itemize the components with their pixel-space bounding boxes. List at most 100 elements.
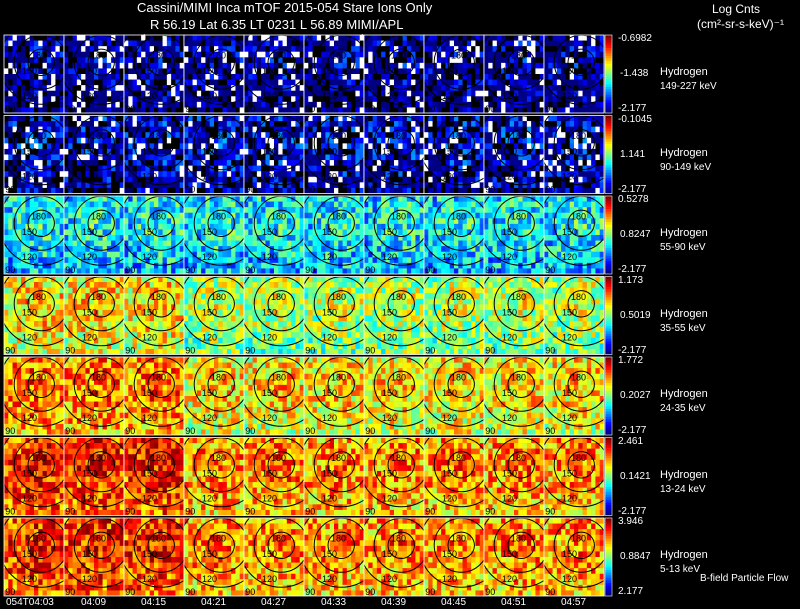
heat-cell [192, 235, 198, 241]
heat-cell [278, 85, 283, 92]
contour-label: 150 [22, 66, 37, 76]
heat-cell [334, 68, 339, 75]
heat-cell [115, 121, 121, 127]
heat-cell [295, 57, 301, 64]
heat-cell [51, 201, 56, 208]
heat-cell [415, 68, 421, 75]
heat-cell [162, 257, 168, 264]
heat-cell [68, 126, 73, 133]
heat-cell [256, 90, 262, 97]
contour-ring [267, 48, 295, 76]
heat-cell [25, 132, 31, 139]
heat-cell [205, 240, 211, 247]
heat-cell [111, 240, 116, 247]
heat-cell [76, 35, 82, 41]
heat-cell [411, 143, 416, 150]
heat-cell [385, 182, 391, 189]
heat-cell [544, 101, 549, 108]
heat-cell [565, 79, 571, 86]
heat-cell [595, 182, 601, 189]
contour-ring [484, 35, 544, 105]
heat-cell [342, 148, 348, 155]
heat-cell [449, 57, 455, 64]
heat-cell [501, 187, 506, 194]
heat-cell [162, 101, 168, 108]
heat-cell [141, 101, 146, 108]
heat-cell [141, 85, 146, 92]
heat-cell [59, 126, 64, 133]
heat-cell [359, 40, 364, 47]
heat-cell [68, 101, 73, 108]
heat-cell [492, 154, 498, 161]
heat-cell [291, 68, 296, 75]
heat-cell [201, 107, 206, 113]
heat-cell [466, 96, 472, 103]
heat-cell [394, 46, 399, 53]
heat-cell [295, 107, 301, 113]
heat-cell [175, 251, 181, 258]
heat-cell [501, 176, 506, 183]
heat-cell [81, 182, 86, 189]
heat-cell [304, 115, 309, 122]
heat-cell [565, 187, 571, 194]
heat-cell [248, 74, 253, 80]
heat-cell [274, 101, 279, 108]
heat-cell [355, 182, 361, 189]
heat-cell [278, 35, 283, 41]
colorbar-step [605, 105, 612, 109]
heat-cell [406, 90, 412, 97]
heat-cell [449, 51, 455, 58]
heat-cell [484, 68, 489, 75]
heat-cell [561, 171, 566, 178]
heat-cell [368, 176, 373, 183]
heat-cell [312, 154, 318, 161]
heat-cell [171, 235, 176, 241]
heat-cell [591, 40, 596, 47]
heat-cell [389, 96, 395, 103]
heat-cell [68, 268, 73, 274]
heat-cell [59, 246, 64, 253]
heat-cell [171, 137, 176, 144]
heat-cell [115, 240, 121, 247]
heat-cell [64, 101, 69, 108]
heat-cell [346, 126, 352, 133]
heat-cell [64, 229, 69, 236]
contour-label: 150 [202, 147, 217, 157]
heat-cell [351, 143, 356, 150]
heat-cell [175, 223, 181, 230]
heat-cell [398, 107, 403, 113]
heat-cell [25, 251, 31, 258]
heat-cell [244, 35, 249, 41]
heat-cell [235, 257, 241, 264]
heat-cell [565, 90, 571, 97]
heat-cell [149, 171, 155, 178]
heat-cell [218, 235, 223, 241]
heat-cell [102, 268, 108, 274]
heat-cell [419, 68, 424, 75]
heat-cell [488, 40, 493, 47]
heat-cell [8, 251, 13, 258]
heat-cell [574, 132, 579, 139]
heat-cell [124, 246, 129, 253]
heat-cell [295, 68, 301, 75]
heat-cell [145, 51, 151, 58]
heat-cell [111, 143, 116, 150]
heat-cell [244, 218, 249, 225]
heat-cell [188, 201, 193, 208]
heat-cell [466, 74, 472, 80]
heat-cell [21, 235, 26, 241]
colorbar-step [605, 128, 612, 132]
heat-cell [595, 46, 601, 53]
heat-cell [192, 240, 198, 247]
heat-cell [518, 137, 523, 144]
heat-cell [582, 154, 588, 161]
heat-cell [235, 57, 241, 64]
heat-cell [196, 148, 202, 155]
heat-cell [51, 96, 56, 103]
heat-cell [325, 148, 331, 155]
heat-cell [252, 154, 258, 161]
heat-cell [119, 212, 124, 219]
heat-cell [586, 148, 592, 155]
heat-cell [175, 51, 181, 58]
heat-cell [222, 96, 228, 103]
